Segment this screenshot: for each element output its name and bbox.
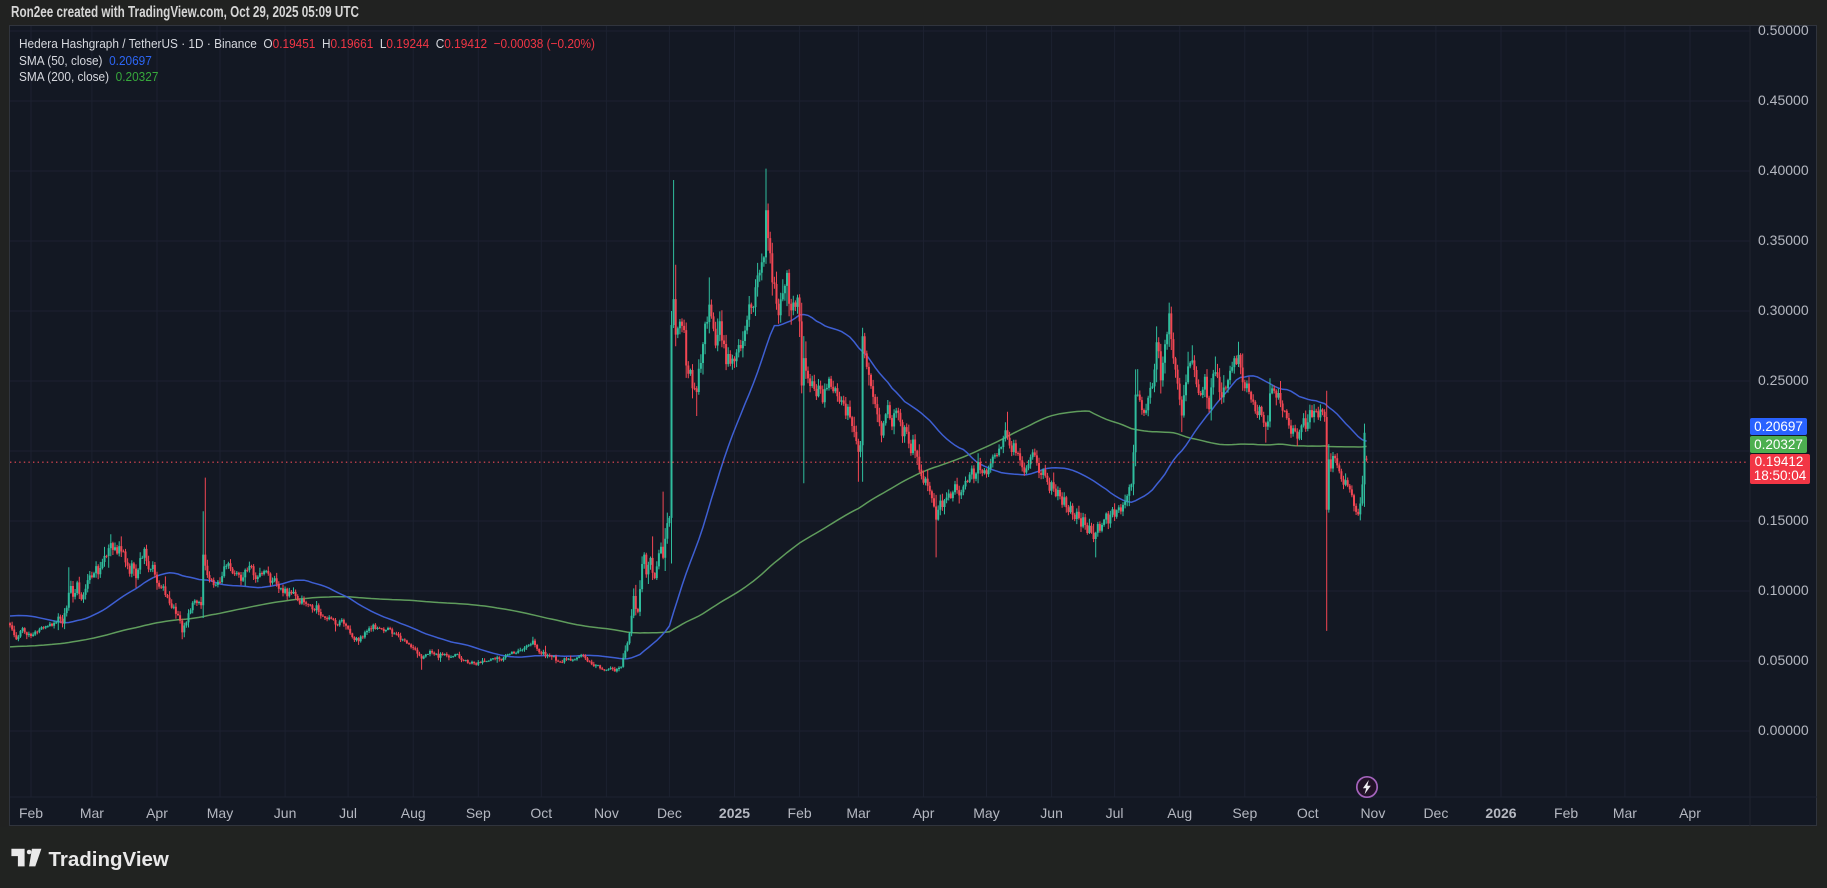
svg-text:Dec: Dec [1423, 805, 1448, 821]
svg-text:0.00000: 0.00000 [1758, 722, 1809, 738]
svg-text:0.15000: 0.15000 [1758, 512, 1809, 528]
svg-text:0.30000: 0.30000 [1758, 302, 1809, 318]
svg-text:Jul: Jul [1106, 805, 1124, 821]
svg-text:0.25000: 0.25000 [1758, 372, 1809, 388]
svg-text:0.45000: 0.45000 [1758, 92, 1809, 108]
svg-text:18:50:04: 18:50:04 [1754, 468, 1807, 483]
svg-text:Nov: Nov [594, 805, 619, 821]
svg-text:Feb: Feb [1554, 805, 1578, 821]
svg-text:Dec: Dec [657, 805, 682, 821]
svg-text:Jun: Jun [274, 805, 297, 821]
svg-text:Sep: Sep [466, 805, 491, 821]
svg-text:2026: 2026 [1485, 805, 1516, 821]
svg-text:2025: 2025 [719, 805, 750, 821]
svg-text:May: May [207, 805, 233, 821]
svg-text:0.50000: 0.50000 [1758, 22, 1809, 38]
svg-text:0.20697: 0.20697 [1754, 419, 1803, 434]
svg-text:Mar: Mar [1613, 805, 1637, 821]
svg-text:TradingView: TradingView [49, 848, 169, 871]
svg-text:Sep: Sep [1232, 805, 1257, 821]
svg-text:Nov: Nov [1360, 805, 1385, 821]
svg-text:Oct: Oct [1297, 805, 1319, 821]
svg-text:0.40000: 0.40000 [1758, 162, 1809, 178]
svg-text:Jun: Jun [1040, 805, 1063, 821]
svg-text:0.19412: 0.19412 [1755, 454, 1804, 469]
svg-text:Mar: Mar [846, 805, 870, 821]
svg-text:Apr: Apr [146, 805, 168, 821]
svg-text:0.35000: 0.35000 [1758, 232, 1809, 248]
svg-text:Apr: Apr [1679, 805, 1701, 821]
svg-text:Jul: Jul [339, 805, 357, 821]
svg-text:Aug: Aug [1167, 805, 1192, 821]
svg-text:Aug: Aug [401, 805, 426, 821]
svg-text:Feb: Feb [788, 805, 812, 821]
svg-text:Feb: Feb [19, 805, 43, 821]
svg-text:0.20327: 0.20327 [1754, 437, 1803, 452]
svg-text:0.10000: 0.10000 [1758, 582, 1809, 598]
svg-text:Mar: Mar [80, 805, 104, 821]
svg-text:Apr: Apr [913, 805, 935, 821]
svg-text:0.05000: 0.05000 [1758, 652, 1809, 668]
svg-text:May: May [973, 805, 999, 821]
svg-text:Oct: Oct [530, 805, 552, 821]
